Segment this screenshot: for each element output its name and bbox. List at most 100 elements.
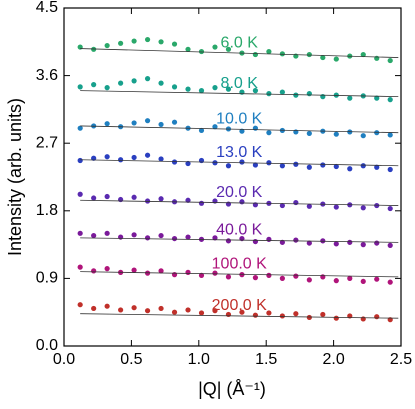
data-point [252,51,259,58]
data-point [293,92,299,98]
data-point [279,51,285,57]
data-point [212,85,218,91]
data-point [185,46,191,52]
data-point [266,160,272,166]
series-label: 100.0 K [212,255,267,272]
data-point [239,159,245,165]
data-point [171,235,178,242]
data-point [225,201,232,207]
data-point [158,232,164,239]
data-point [225,163,232,169]
fit-line [80,90,399,98]
data-point [387,132,393,138]
data-point [144,118,151,124]
data-point [171,41,178,47]
data-point [77,191,83,197]
x-tick-label: 1.0 [188,351,210,368]
data-point [360,163,366,169]
data-point [212,308,218,314]
data-point [104,303,110,309]
data-point [198,310,205,316]
data-point [306,240,312,246]
data-point [225,274,232,280]
data-point [158,39,164,45]
x-tick-label: 0.0 [53,351,75,368]
data-point [144,235,151,241]
data-point [320,274,326,280]
data-point [171,159,178,165]
data-point [239,309,245,315]
data-point [293,273,299,279]
data-point [225,86,232,92]
data-point [306,203,312,209]
fit-line [80,237,399,243]
series-label: 8.0 K [221,75,259,92]
data-point [144,308,151,314]
data-point [158,268,164,274]
data-point [104,85,110,91]
data-point [293,161,299,167]
data-point [333,204,339,210]
data-point [333,315,339,321]
data-point [158,80,164,86]
series-label: 6.0 K [221,34,259,51]
data-point [360,278,366,285]
data-point [320,162,326,168]
data-point [171,119,178,125]
y-tick-label: 3.6 [36,67,58,84]
data-point [306,130,312,137]
data-point [347,239,353,245]
data-point [306,277,312,283]
x-tick-label: 0.5 [120,351,142,368]
data-point [212,235,218,241]
data-point [104,266,110,272]
x-tick-label: 1.5 [255,351,277,368]
data-point [77,84,83,90]
data-point [279,275,285,281]
data-point [387,166,393,173]
y-tick-label: 2.7 [36,134,58,151]
fit-line [80,159,399,167]
data-point [185,86,191,92]
data-point [91,305,97,312]
data-point [144,36,151,43]
data-point [171,309,178,315]
data-point [279,202,285,209]
data-point [266,310,272,316]
data-point [198,272,205,278]
data-point [225,46,232,52]
data-point [131,305,137,311]
data-point [252,275,259,281]
data-point [374,240,380,246]
data-point [279,163,285,169]
data-point [158,156,164,162]
data-point [185,307,191,313]
data-point [387,97,393,103]
data-point [131,267,137,273]
data-point [374,95,380,101]
fit-line [80,313,399,319]
data-point [212,124,218,130]
data-point [185,234,191,240]
data-point [225,238,232,244]
data-point [293,199,299,206]
y-tick-label: 0.9 [36,270,58,287]
x-axis-label: |Q| (Å⁻¹) [198,379,266,399]
data-point [144,152,151,158]
data-point [104,121,110,127]
data-point [387,57,393,64]
data-point [333,278,339,284]
data-point [252,88,259,94]
data-point [104,193,110,200]
data-point [374,276,380,282]
data-point [104,230,110,236]
y-tick-label: 0.0 [36,337,58,354]
y-axis-label: Intensity (arb. units) [5,98,25,256]
data-point [158,121,164,128]
x-tick-label: 2.0 [322,351,344,368]
data-point [118,234,124,240]
data-point [333,56,339,62]
data-point [306,91,312,97]
data-point [266,91,272,97]
data-point [360,51,366,58]
